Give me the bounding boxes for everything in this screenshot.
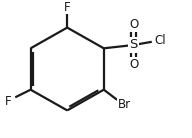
Text: S: S <box>129 38 138 51</box>
Text: Cl: Cl <box>155 34 166 47</box>
Text: Br: Br <box>118 98 131 111</box>
Text: O: O <box>129 18 138 31</box>
Text: F: F <box>64 1 70 14</box>
Text: O: O <box>129 58 138 71</box>
Text: F: F <box>5 95 12 108</box>
